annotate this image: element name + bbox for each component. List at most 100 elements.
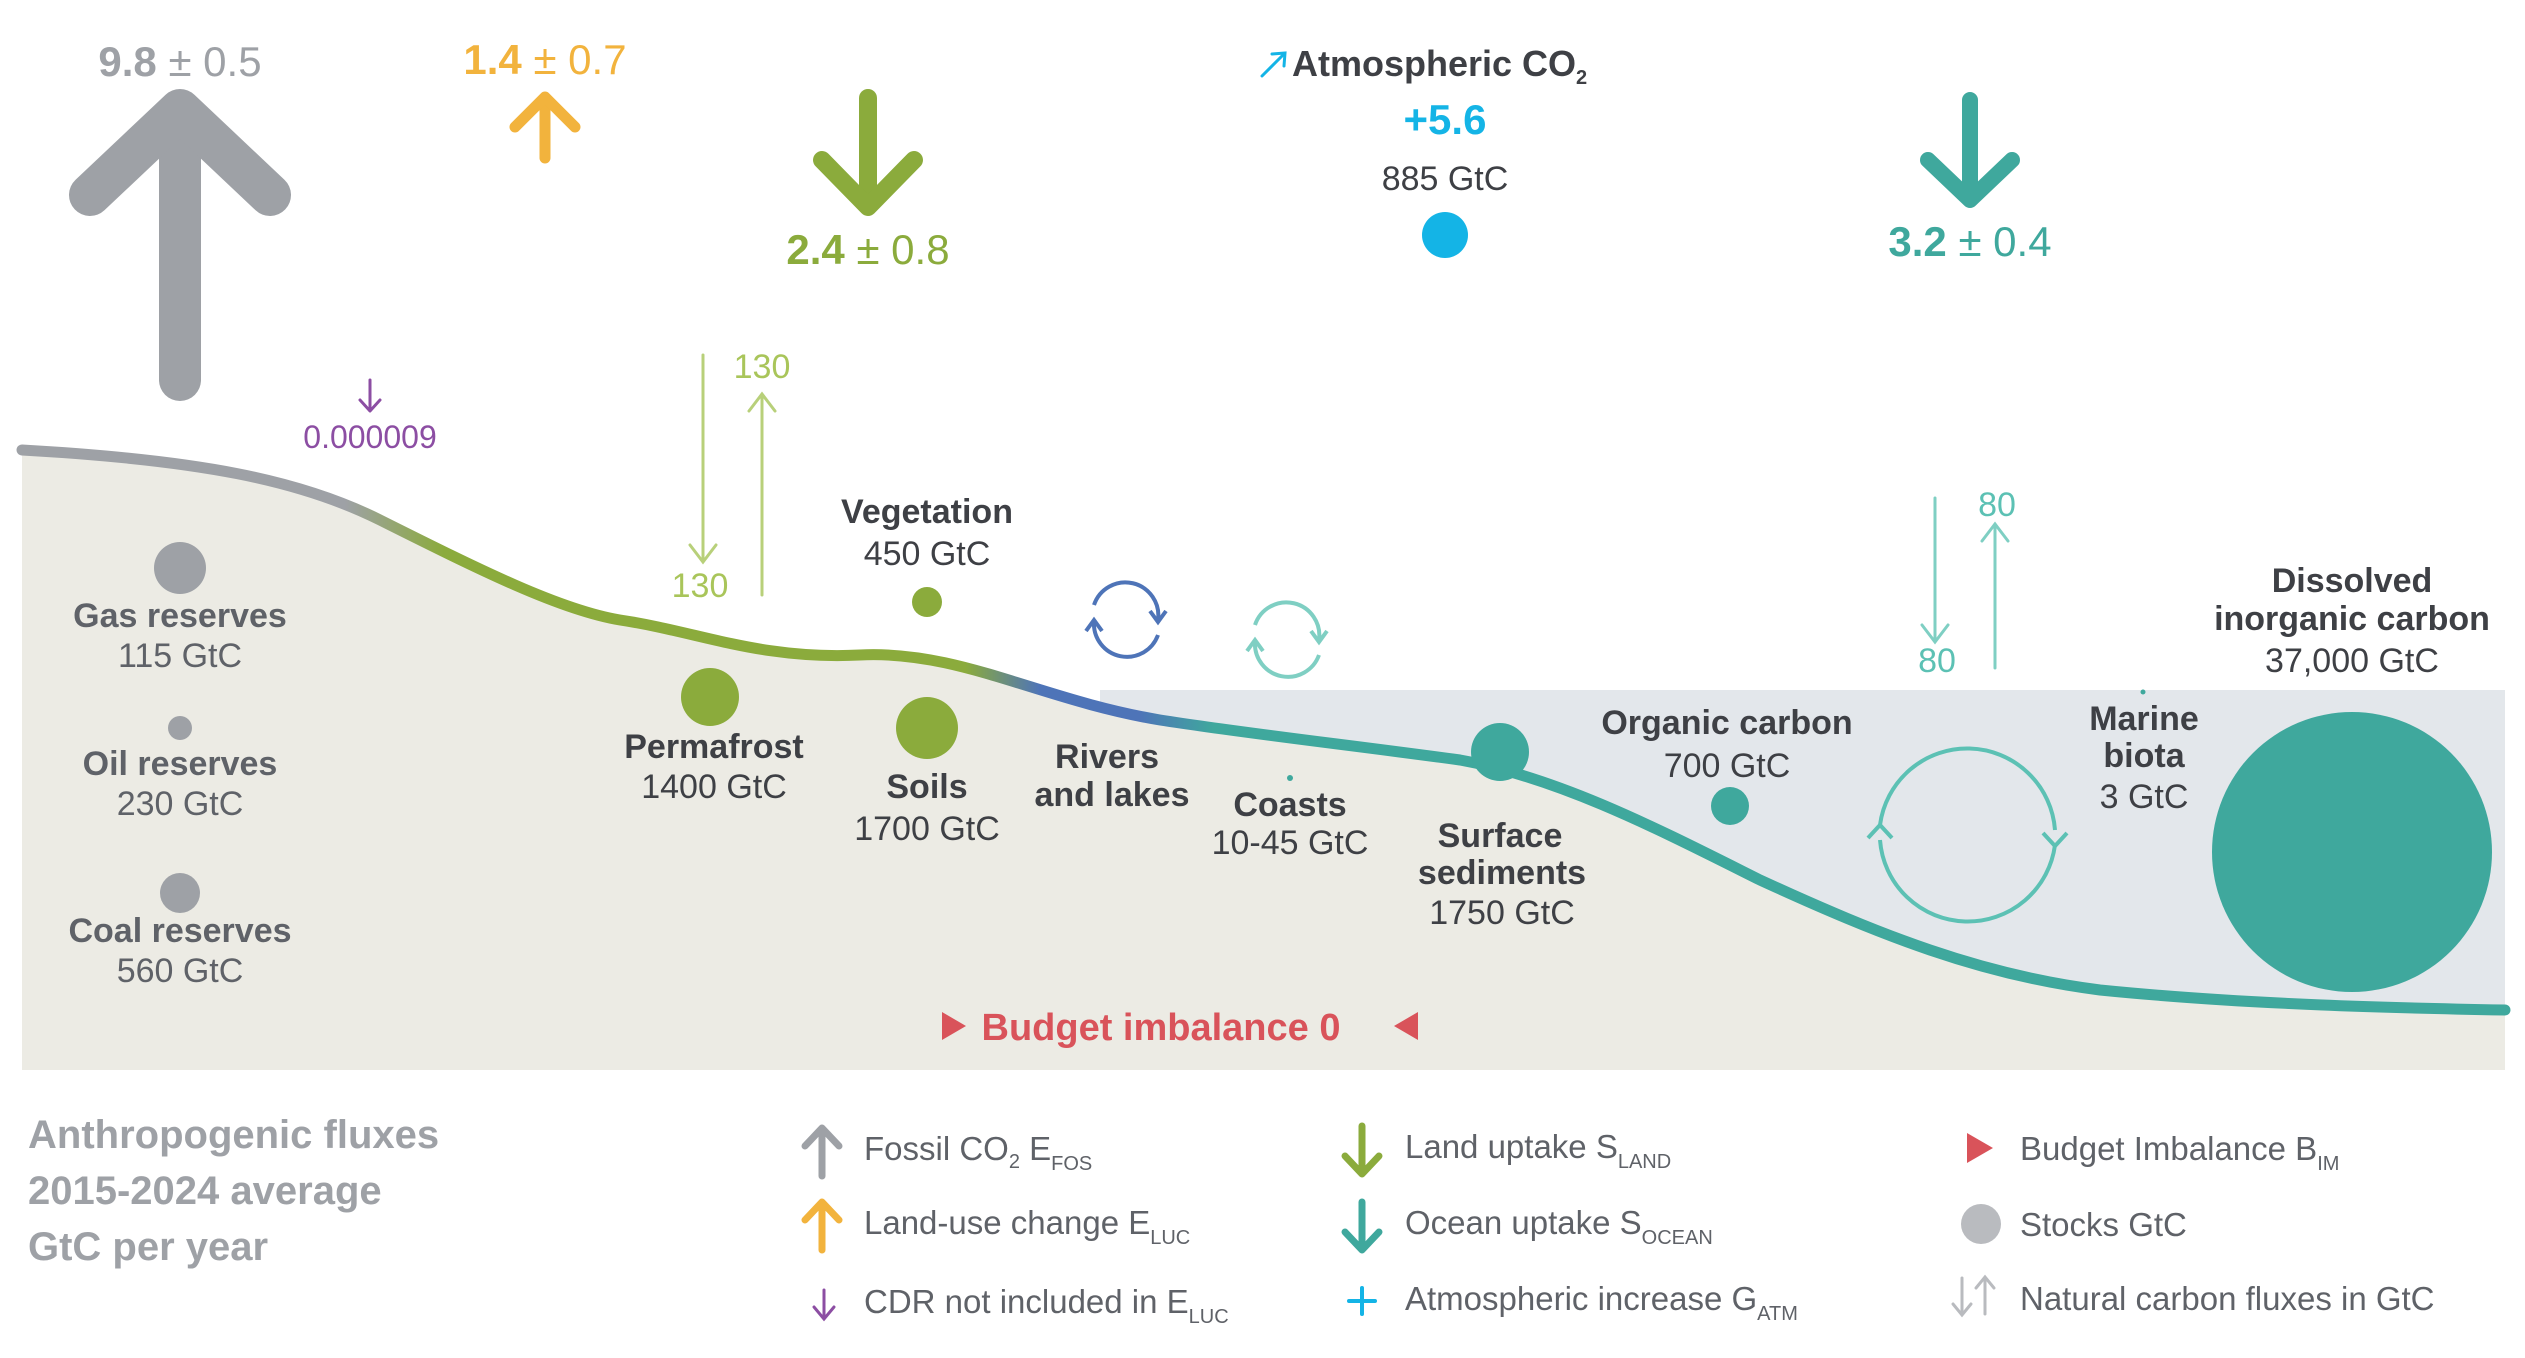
budget-imbalance-label: Budget imbalance 0 [982, 1007, 1341, 1049]
atmosphere-stock: 885 GtC [1382, 160, 1509, 198]
legend-imbalance-icon [1967, 1133, 1993, 1163]
organic-carbon-value: 700 GtC [1664, 747, 1791, 785]
legend-natural-flux-label: Natural carbon fluxes in GtC [2020, 1280, 2435, 1317]
legend-ocean-icon [1341, 1198, 1383, 1254]
coasts-circle [1287, 775, 1293, 781]
soils-circle [896, 697, 958, 759]
legend-atm-label: Atmospheric increase GATM [1405, 1280, 1798, 1325]
legend-land-label: Land uptake SLAND [1405, 1128, 1671, 1173]
luc-flux-value: 1.4 [463, 36, 522, 83]
cdr-down-arrow-icon [358, 378, 382, 413]
legend-luc-label: Land-use change ELUC [864, 1204, 1190, 1249]
legend-ocean-label: Ocean uptake SOCEAN [1405, 1204, 1713, 1249]
organic-carbon-name: Organic carbon [1601, 704, 1852, 742]
coasts-cycle-icon [1245, 600, 1329, 679]
land-flux-uncertainty: ± 0.8 [845, 226, 950, 273]
organic-carbon-circle [1711, 787, 1749, 825]
caption-line3: GtC per year [28, 1225, 268, 1269]
coal-reserves-name: Coal reserves [68, 912, 291, 950]
coasts-value: 10-45 GtC [1212, 824, 1369, 862]
imbalance-left-triangle-icon [942, 1012, 966, 1040]
luc-flux-label: 1.4 ± 0.7 [463, 36, 626, 83]
luc-flux-uncertainty: ± 0.7 [522, 36, 627, 83]
fossil-up-arrow-icon [69, 89, 291, 401]
natural-land-up-value: 130 [734, 348, 791, 386]
coasts-name: Coasts [1233, 786, 1346, 824]
land-flux-label: 2.4 ± 0.8 [786, 226, 949, 273]
gas-reserves-name: Gas reserves [73, 597, 287, 635]
natural-ocean-down-arrow-icon [1920, 496, 1950, 645]
marine-biota-name-line1: Marine [2089, 700, 2199, 738]
caption-line2: 2015-2024 average [28, 1169, 382, 1213]
legend-stocks-label: Stocks GtC [2020, 1206, 2187, 1243]
oil-reserves-circle [168, 716, 192, 740]
vegetation-name: Vegetation [841, 493, 1013, 531]
oil-reserves-name: Oil reserves [83, 745, 278, 783]
marine-biota-name-line2: biota [2103, 737, 2185, 775]
marine-biota-value: 3 GtC [2100, 778, 2189, 816]
dissolved-inorganic-carbon-circle [2212, 712, 2492, 992]
dic-name-line2: inorganic carbon [2214, 600, 2490, 638]
natural-land-up-arrow-icon [747, 391, 777, 597]
coal-reserves-circle [160, 873, 200, 913]
permafrost-value: 1400 GtC [641, 768, 787, 806]
vegetation-circle [912, 587, 942, 617]
legend-fossil-label: Fossil CO2 EFOS [864, 1130, 1092, 1175]
vegetation-value: 450 GtC [864, 535, 991, 573]
dic-name-line1: Dissolved [2272, 562, 2433, 600]
natural-ocean-down-value: 80 [1918, 642, 1956, 680]
surface-sediments-value: 1750 GtC [1429, 894, 1575, 932]
gas-reserves-value: 115 GtC [118, 637, 242, 675]
ocean-flux-value: 3.2 [1888, 218, 1946, 265]
rivers-cycle-icon [1084, 580, 1168, 659]
fossil-flux-uncertainty: ± 0.5 [157, 38, 262, 85]
coal-reserves-value: 560 GtC [117, 952, 244, 990]
natural-ocean-up-value: 80 [1978, 486, 2016, 524]
permafrost-name: Permafrost [624, 728, 804, 766]
ocean-flux-label: 3.2 ± 0.4 [1888, 218, 2051, 265]
atmosphere-stock-circle [1422, 212, 1468, 258]
gas-reserves-circle [154, 542, 206, 594]
rivers-name-line2: and lakes [1035, 776, 1190, 814]
surface-sediments-name-line2: sediments [1418, 854, 1586, 892]
legend-fossil-icon [801, 1124, 843, 1180]
fossil-flux-label: 9.8 ± 0.5 [98, 38, 261, 85]
dic-value: 37,000 GtC [2265, 642, 2439, 680]
land-flux-value: 2.4 [786, 226, 845, 273]
marine-biota-circle [2140, 689, 2146, 695]
coastline [16, 444, 2511, 1016]
atmosphere-increase: +5.6 [1404, 96, 1487, 143]
rivers-name-line1: Rivers [1055, 738, 1159, 776]
soils-name: Soils [886, 768, 967, 806]
legend-stocks-icon [1961, 1204, 2001, 1244]
surface-sediments-name-line1: Surface [1438, 817, 1563, 855]
surface-sediments-circle [1471, 723, 1529, 781]
legend-atm-icon [1347, 1286, 1377, 1316]
ground [22, 450, 2505, 1070]
atmosphere-title: Atmospheric CO2 [1292, 43, 1587, 89]
legend-natural-flux-icon [1951, 1274, 1996, 1318]
luc-up-arrow-icon [509, 91, 581, 164]
imbalance-right-triangle-icon [1394, 1012, 1418, 1040]
legend-land-icon [1341, 1122, 1383, 1178]
cdr-flux-value: 0.000009 [303, 419, 436, 455]
ocean-flux-uncertainty: ± 0.4 [1947, 218, 2052, 265]
legend-luc-icon [801, 1198, 843, 1254]
natural-land-down-value: 130 [672, 567, 729, 605]
natural-land-down-arrow-icon [688, 353, 718, 565]
soils-value: 1700 GtC [854, 810, 1000, 848]
oil-reserves-value: 230 GtC [117, 785, 244, 823]
permafrost-circle [681, 668, 739, 726]
natural-ocean-up-arrow-icon [1980, 521, 2010, 670]
land-down-arrow-icon [813, 89, 923, 216]
atmosphere-arrow-icon [1260, 51, 1287, 78]
ocean-cycle-icon [1866, 746, 2069, 924]
legend: Fossil CO2 EFOS Land-use change ELUC CDR… [801, 1122, 2435, 1328]
legend-cdr-label: CDR not included in ELUC [864, 1283, 1229, 1328]
atmosphere-title-subscript: 2 [1576, 67, 1587, 89]
caption-line1: Anthropogenic fluxes [28, 1113, 439, 1157]
legend-imbalance-label: Budget Imbalance BIM [2020, 1130, 2339, 1175]
fossil-flux-value: 9.8 [98, 38, 156, 85]
legend-cdr-icon [812, 1288, 836, 1322]
